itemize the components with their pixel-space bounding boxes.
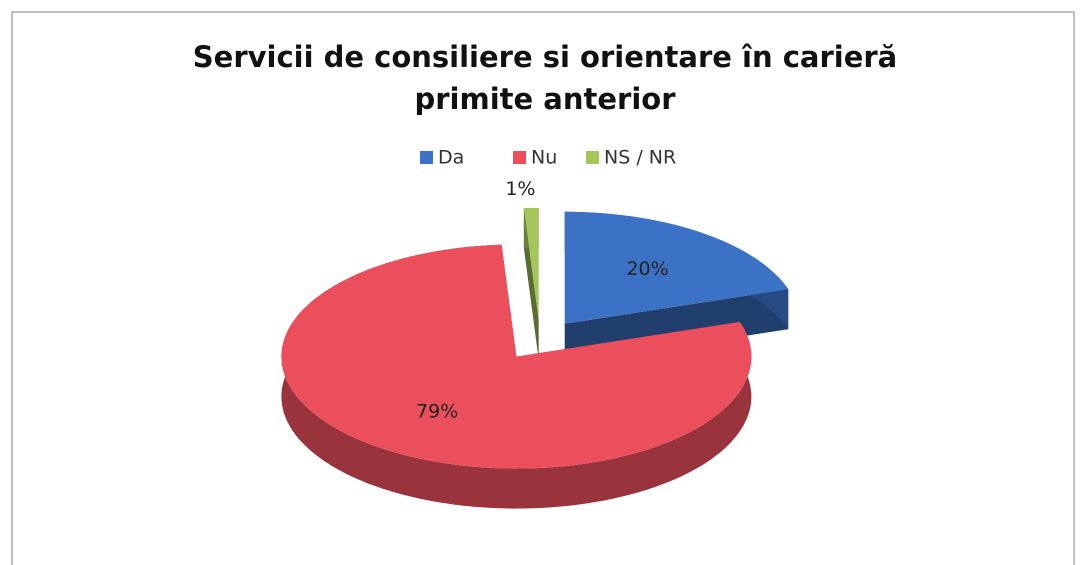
legend-swatch [513, 151, 526, 164]
chart-title: Servicii de consiliere si orientare în c… [192, 40, 898, 116]
legend-label: NS / NR [604, 147, 676, 169]
legend-swatch [420, 151, 433, 164]
legend-label: Da [438, 147, 464, 169]
slice [564, 211, 789, 324]
slice [281, 244, 752, 469]
data-label: 20% [626, 258, 668, 280]
slice [523, 208, 539, 320]
data-label: 79% [416, 401, 458, 423]
legend-swatch [586, 151, 599, 164]
data-label: 1% [505, 178, 535, 200]
legend-label: Nu [531, 147, 557, 169]
